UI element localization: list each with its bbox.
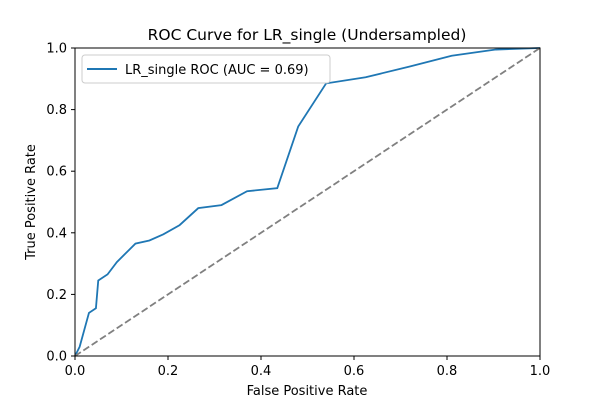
y-axis-ticks: 0.0 0.2 0.4 0.6 0.8 1.0 bbox=[46, 42, 75, 365]
plot-area bbox=[74, 47, 541, 357]
y-tick-label: 1.0 bbox=[46, 42, 67, 57]
chart-title: ROC Curve for LR_single (Undersampled) bbox=[148, 26, 467, 45]
x-tick-label: 0.2 bbox=[158, 364, 179, 379]
legend-entry-label: LR_single ROC (AUC = 0.69) bbox=[125, 63, 309, 78]
y-tick-label: 0.4 bbox=[46, 226, 67, 241]
y-axis-label: True Positive Rate bbox=[24, 144, 39, 261]
x-tick-label: 0.0 bbox=[65, 364, 86, 379]
x-tick-label: 0.8 bbox=[437, 364, 458, 379]
x-tick-label: 0.4 bbox=[251, 364, 272, 379]
y-tick-label: 0.8 bbox=[46, 103, 67, 118]
x-tick-label: 0.6 bbox=[344, 364, 365, 379]
legend: LR_single ROC (AUC = 0.69) bbox=[81, 54, 331, 84]
chance-diagonal-line bbox=[74, 47, 541, 357]
y-tick-label: 0.6 bbox=[46, 165, 67, 180]
x-axis-ticks: 0.0 0.2 0.4 0.6 0.8 1.0 bbox=[65, 356, 551, 379]
y-tick-label: 0.0 bbox=[46, 350, 67, 365]
y-tick-label: 0.2 bbox=[46, 288, 67, 303]
plot-frame bbox=[74, 47, 541, 357]
x-tick-label: 1.0 bbox=[530, 364, 551, 379]
x-axis-label: False Positive Rate bbox=[247, 384, 368, 399]
roc-series-line bbox=[74, 47, 541, 357]
legend-box bbox=[81, 54, 331, 84]
